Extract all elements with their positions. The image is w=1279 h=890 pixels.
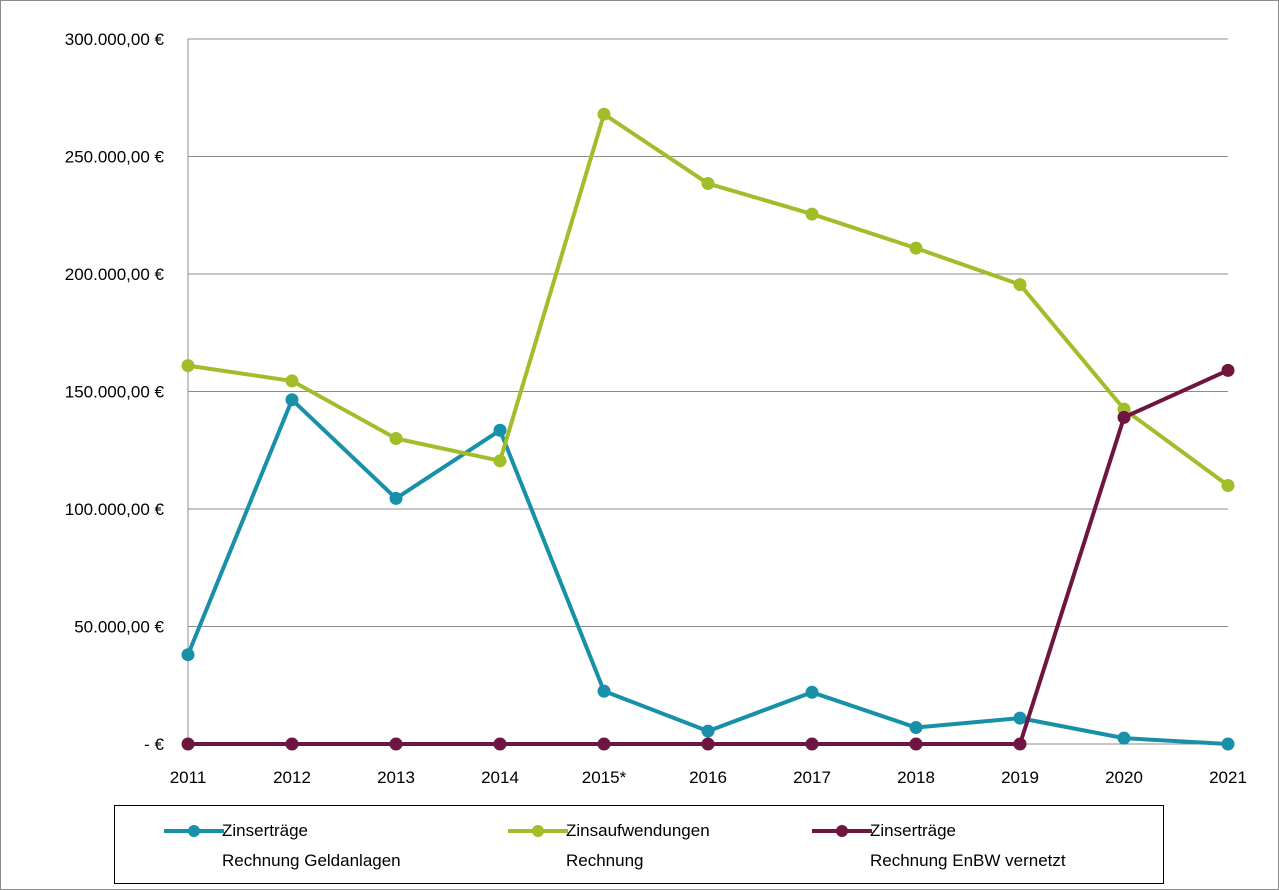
x-tick-label: 2020 <box>1105 768 1143 787</box>
y-tick-label: - € <box>144 735 164 754</box>
legend-label-line2: Rechnung <box>566 851 644 870</box>
data-point <box>597 107 611 121</box>
y-tick-label: 100.000,00 € <box>65 500 165 519</box>
data-point <box>909 241 923 255</box>
series-line <box>187 112 1230 488</box>
data-point <box>389 432 403 445</box>
data-point <box>909 721 923 735</box>
data-point <box>1221 737 1235 751</box>
data-point <box>493 454 507 468</box>
data-point <box>701 724 715 738</box>
data-point <box>597 737 611 751</box>
legend-swatch-series-2 <box>812 825 872 837</box>
x-tick-label: 2017 <box>793 768 831 787</box>
y-tick-label: 150.000,00 € <box>65 383 165 402</box>
legend-swatch-series-1 <box>508 825 568 837</box>
series-2 <box>181 363 1235 751</box>
data-point <box>1221 479 1235 492</box>
series-line <box>186 397 1229 746</box>
legend-label-line2: Rechnung Geldanlagen <box>222 851 401 870</box>
legend-label-line1: Zinserträge <box>870 821 956 840</box>
legend: Zinserträge Rechnung Geldanlagen Zinsauf… <box>114 805 1164 884</box>
data-point <box>389 737 403 751</box>
data-point <box>805 737 819 751</box>
x-tick-label: 2012 <box>273 768 311 787</box>
data-point <box>493 737 507 751</box>
data-point <box>181 648 195 662</box>
data-point <box>1013 711 1027 725</box>
data-point <box>701 177 715 191</box>
legend-label-line2: Rechnung EnBW vernetzt <box>870 851 1066 870</box>
data-point <box>805 685 819 699</box>
legend-swatch-series-0 <box>164 825 224 837</box>
x-tick-label: 2014 <box>481 768 519 787</box>
data-point <box>1117 731 1131 745</box>
x-tick-label: 2021 <box>1209 768 1247 787</box>
data-point <box>181 737 195 751</box>
y-tick-label: 50.000,00 € <box>74 618 164 637</box>
x-tick-label: 2015* <box>582 768 627 787</box>
x-tick-label: 2013 <box>377 768 415 787</box>
data-point <box>1117 410 1131 424</box>
data-point <box>285 393 299 407</box>
data-point <box>389 491 403 505</box>
line-chart: - € 50.000,00 € 100.000,00 € 150.000,00 € 20… <box>65 30 1247 787</box>
x-axis-tick-labels: 2011 2012 2013 2014 2015* 2016 2017 2018 2019 202… <box>170 768 1247 787</box>
x-tick-label: 2011 <box>170 768 207 787</box>
y-tick-label: 250.000,00 € <box>65 148 165 167</box>
x-tick-label: 2018 <box>897 768 935 787</box>
data-point <box>805 207 819 221</box>
series-line <box>188 368 1229 746</box>
y-tick-label: 200.000,00 € <box>65 265 165 284</box>
x-tick-label: 2019 <box>1001 768 1039 787</box>
data-point <box>285 374 299 388</box>
data-point <box>597 684 611 698</box>
data-point <box>701 737 715 751</box>
series-layer <box>181 107 1235 751</box>
data-point <box>1013 278 1027 292</box>
data-point <box>285 737 299 751</box>
data-point <box>493 423 507 437</box>
data-point <box>909 737 923 751</box>
legend-label-line1: Zinserträge <box>222 821 308 840</box>
y-axis-tick-labels: - € 50.000,00 € 100.000,00 € 150.000,00 € 20… <box>65 30 165 754</box>
data-point <box>181 359 195 373</box>
gridlines <box>188 38 1228 627</box>
y-tick-label: 300.000,00 € <box>65 30 165 49</box>
data-point <box>1221 363 1235 377</box>
series-0 <box>181 393 1235 751</box>
legend-label-line1: Zinsaufwendungen <box>566 821 710 840</box>
data-point <box>1013 737 1027 751</box>
series-1 <box>181 107 1235 492</box>
x-tick-label: 2016 <box>689 768 727 787</box>
